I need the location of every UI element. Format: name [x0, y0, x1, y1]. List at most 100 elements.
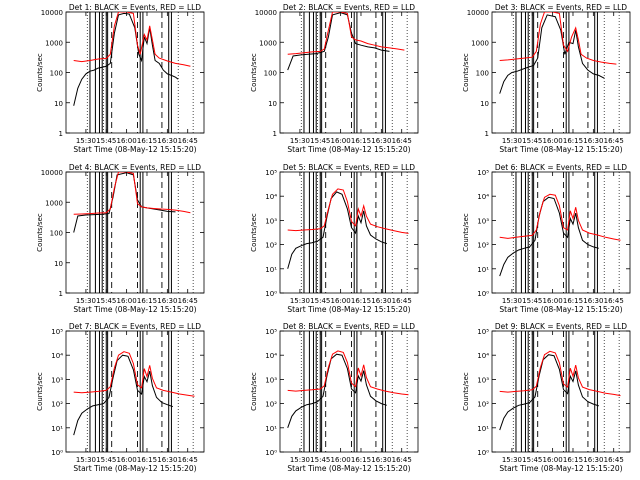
x-tick-label: 15:30 [502, 456, 522, 464]
y-tick-label: 10² [477, 401, 489, 409]
x-tick-label: 15:45 [96, 297, 116, 305]
panel-title: Det 3: BLACK = Events, RED = LLD [495, 3, 627, 12]
y-tick-label: 1 [59, 130, 63, 138]
y-axis-label: Counts/sec [462, 213, 470, 252]
plot-area [73, 12, 194, 133]
x-tick-label: 16:00 [117, 297, 137, 305]
y-tick-label: 10⁵ [51, 328, 63, 336]
x-tick-label: 16:15 [351, 137, 371, 145]
y-tick-label: 10¹ [477, 425, 489, 433]
y-axis-label: Counts/sec [36, 213, 44, 252]
x-tick-label: 16:45 [178, 297, 198, 305]
lld-series-line [287, 12, 405, 55]
x-tick-label: 16:30 [157, 297, 177, 305]
x-axis-label: Start Time (08-May-12 15:15:20) [499, 305, 622, 314]
x-tick-label: 16:00 [117, 456, 137, 464]
x-tick-label: 16:30 [157, 137, 177, 145]
y-tick-label: 10000 [255, 9, 277, 17]
panel-title: Det 1: BLACK = Events, RED = LLD [69, 3, 201, 12]
x-tick-label: 15:45 [310, 456, 330, 464]
events-series-line [499, 354, 599, 431]
events-series-line [287, 12, 390, 71]
y-tick-label: 10² [51, 401, 63, 409]
x-tick-label: 16:00 [543, 137, 563, 145]
x-tick-label: 16:30 [583, 137, 603, 145]
x-tick-label: 16:30 [583, 297, 603, 305]
x-tick-label: 15:30 [290, 297, 310, 305]
x-tick-label: 16:15 [351, 297, 371, 305]
y-tick-label: 10⁵ [477, 169, 489, 177]
y-tick-label: 100 [476, 70, 489, 78]
x-tick-label: 15:30 [290, 456, 310, 464]
x-tick-label: 16:45 [392, 137, 412, 145]
y-tick-label: 10 [480, 100, 489, 108]
y-tick-label: 10³ [265, 217, 277, 225]
y-tick-label: 10000 [467, 9, 489, 17]
y-tick-label: 10³ [265, 376, 277, 384]
y-tick-label: 10⁴ [265, 352, 277, 360]
y-tick-label: 1000 [45, 199, 63, 207]
events-series-line [499, 14, 605, 94]
plot-frame [491, 330, 631, 453]
y-tick-label: 10¹ [477, 266, 489, 274]
y-tick-label: 1 [59, 290, 63, 298]
lld-series-line [499, 12, 617, 65]
x-tick-label: 15:30 [76, 297, 96, 305]
x-tick-label: 16:15 [137, 137, 157, 145]
lld-series-line [287, 350, 409, 396]
x-tick-label: 15:30 [502, 137, 522, 145]
lld-series-line [73, 351, 195, 397]
plot-area [499, 172, 621, 293]
plot-frame [491, 171, 631, 294]
plot-frame [279, 11, 419, 134]
panel-title: Det 2: BLACK = Events, RED = LLD [283, 3, 415, 12]
x-axis-label: Start Time (08-May-12 15:15:20) [287, 305, 410, 314]
x-axis-label: Start Time (08-May-12 15:15:20) [287, 464, 410, 473]
plot-area [73, 331, 195, 452]
panel-title: Det 8: BLACK = Events, RED = LLD [283, 322, 415, 331]
y-tick-label: 10⁵ [477, 328, 489, 336]
panel-title: Det 7: BLACK = Events, RED = LLD [69, 322, 201, 331]
y-tick-label: 10² [477, 242, 489, 250]
y-tick-label: 10⁰ [51, 449, 63, 457]
lld-series-line [73, 172, 191, 215]
y-tick-label: 1000 [259, 39, 277, 47]
y-tick-label: 10 [54, 260, 63, 268]
x-tick-label: 16:15 [137, 297, 157, 305]
y-tick-label: 100 [264, 70, 277, 78]
x-tick-label: 15:30 [290, 137, 310, 145]
y-tick-label: 10⁰ [265, 449, 277, 457]
y-tick-label: 10 [268, 100, 277, 108]
panel-title: Det 5: BLACK = Events, RED = LLD [283, 163, 415, 172]
y-axis-label: Counts/sec [250, 213, 258, 252]
x-axis-label: Start Time (08-May-12 15:15:20) [499, 464, 622, 473]
x-tick-label: 16:30 [583, 456, 603, 464]
x-tick-label: 16:30 [371, 297, 391, 305]
events-series-line [287, 353, 387, 428]
plot-frame [65, 330, 205, 453]
plot-area [287, 12, 408, 133]
x-tick-label: 16:45 [392, 456, 412, 464]
y-tick-label: 10⁰ [477, 449, 489, 457]
detector-panel-1: 1 10 100 1000 10000 15:30 15:45 16:00 16:15 16:30… [36, 3, 205, 154]
y-tick-label: 10⁰ [265, 290, 277, 298]
x-tick-label: 15:45 [96, 456, 116, 464]
y-tick-label: 10¹ [265, 425, 277, 433]
y-tick-label: 10³ [477, 217, 489, 225]
x-tick-label: 16:45 [178, 456, 198, 464]
y-axis-label: Counts/sec [250, 372, 258, 411]
x-tick-label: 15:45 [310, 297, 330, 305]
y-tick-label: 10⁴ [477, 352, 489, 360]
x-tick-label: 16:00 [331, 456, 351, 464]
lld-series-line [499, 193, 621, 241]
x-tick-label: 15:45 [96, 137, 116, 145]
plot-frame [279, 330, 419, 453]
x-tick-label: 15:45 [522, 297, 542, 305]
plot-frame [65, 171, 205, 294]
x-tick-label: 15:45 [522, 137, 542, 145]
detector-panel-3: 1 10 100 1000 10000 15:30 15:45 16:00 16:15 16:30… [462, 3, 631, 154]
x-tick-label: 16:15 [351, 456, 371, 464]
x-tick-label: 16:45 [604, 297, 624, 305]
events-series-line [73, 172, 176, 233]
y-axis-label: Counts/sec [36, 372, 44, 411]
